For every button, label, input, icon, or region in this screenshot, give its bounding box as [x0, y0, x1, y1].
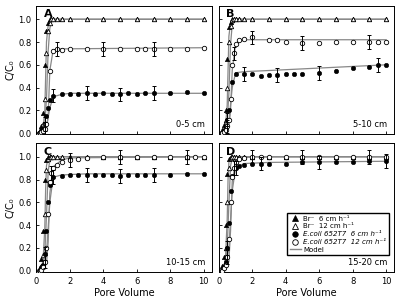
Legend: Br⁻  6 cm h⁻¹, Br⁻  12 cm h⁻¹, E.coli 652T7  6 cm h⁻¹, E.coli 652T7  12 cm h⁻¹, : Br⁻ 6 cm h⁻¹, Br⁻ 12 cm h⁻¹, E.coli 652T…: [288, 213, 389, 255]
Text: 10-15 cm: 10-15 cm: [166, 258, 205, 267]
Y-axis label: C/C₀: C/C₀: [6, 60, 16, 80]
Text: 5-10 cm: 5-10 cm: [353, 120, 388, 129]
X-axis label: Pore Volume: Pore Volume: [94, 288, 154, 299]
Text: B: B: [226, 9, 234, 19]
Text: 15-20 cm: 15-20 cm: [348, 258, 388, 267]
X-axis label: Pore Volume: Pore Volume: [276, 288, 337, 299]
Text: C: C: [44, 147, 52, 157]
Text: D: D: [226, 147, 235, 157]
Y-axis label: C/C₀: C/C₀: [6, 197, 16, 218]
Text: 0-5 cm: 0-5 cm: [176, 120, 205, 129]
Text: A: A: [44, 9, 52, 19]
